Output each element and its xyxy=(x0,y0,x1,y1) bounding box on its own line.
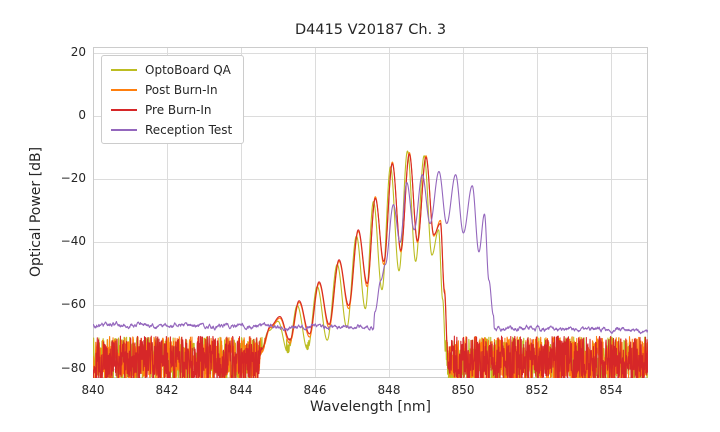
y-tick-label: −60 xyxy=(60,297,86,312)
x-tick-label: 848 xyxy=(377,383,401,397)
legend: OptoBoard QA Post Burn-In Pre Burn-In Recep… xyxy=(101,55,245,144)
legend-item: Reception Test xyxy=(111,122,232,137)
legend-swatch xyxy=(111,108,137,111)
legend-label: Pre Burn-In xyxy=(145,102,212,117)
legend-label: OptoBoard QA xyxy=(145,62,231,77)
y-axis-label: Optical Power [dB] xyxy=(28,146,44,278)
x-tick-label: 846 xyxy=(303,383,327,397)
y-tick-label: −80 xyxy=(60,360,86,375)
x-tick-label: 842 xyxy=(155,383,179,397)
x-tick-label: 850 xyxy=(451,383,475,397)
x-tick-label: 844 xyxy=(229,383,253,397)
y-tick-label: −40 xyxy=(60,234,86,249)
y-tick-label: 0 xyxy=(78,108,86,123)
x-tick-label: 852 xyxy=(525,383,549,397)
legend-label: Reception Test xyxy=(145,122,233,137)
legend-swatch xyxy=(111,128,137,131)
legend-item: Post Burn-In xyxy=(111,82,232,97)
legend-swatch xyxy=(111,68,137,71)
legend-item: OptoBoard QA xyxy=(111,62,232,77)
legend-label: Post Burn-In xyxy=(145,82,218,97)
x-axis-label: Wavelength [nm] xyxy=(310,399,431,415)
y-tick-label: 20 xyxy=(70,45,86,60)
x-tick-label: 840 xyxy=(81,383,105,397)
x-tick-label: 854 xyxy=(599,383,623,397)
legend-item: Pre Burn-In xyxy=(111,102,232,117)
y-tick-label: −20 xyxy=(60,171,86,186)
chart-title: D4415 V20187 Ch. 3 xyxy=(294,22,447,38)
plot-area: OptoBoard QA Post Burn-In Pre Burn-In Recep… xyxy=(93,47,648,378)
legend-swatch xyxy=(111,88,137,91)
